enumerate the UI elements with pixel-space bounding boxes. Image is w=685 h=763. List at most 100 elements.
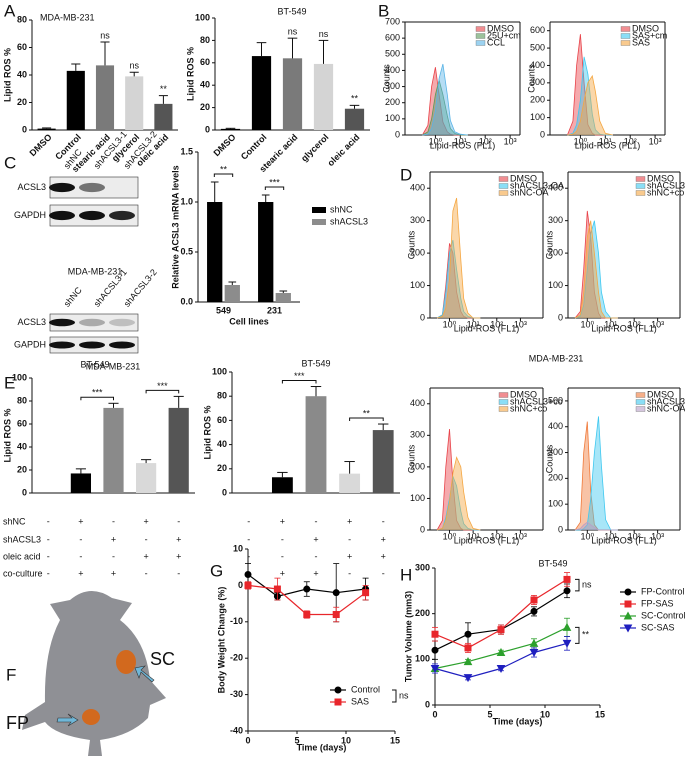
annotation: ** — [160, 84, 168, 94]
point — [334, 698, 342, 706]
blot-band — [49, 341, 75, 349]
x-axis-label: Time (days) — [297, 742, 347, 752]
point — [624, 588, 632, 596]
panel-label: F — [6, 665, 16, 684]
point — [563, 587, 571, 595]
condition-cell: - — [145, 568, 148, 578]
y-tick-label: 400 — [548, 421, 563, 431]
y-tick-label: 0 — [205, 124, 210, 134]
y-tick-label: 80 — [200, 35, 210, 45]
blot-row-label: GAPDH — [14, 210, 46, 220]
mouse-label: SC — [150, 649, 175, 669]
legend-swatch — [475, 33, 486, 39]
x-tick-label: 5 — [294, 735, 299, 745]
condition-cell: + — [313, 534, 318, 544]
x-tick-label: 10¹ — [604, 319, 617, 329]
blot-caption: MDA-MB-231 — [68, 266, 123, 276]
blot-band — [49, 318, 75, 327]
x-tick-label: 10¹ — [604, 531, 617, 541]
legend-label: shNC+co — [647, 187, 684, 197]
point — [463, 674, 473, 683]
y-tick-label: 0.0 — [180, 296, 193, 306]
legend-swatch — [620, 40, 631, 46]
y-axis-label: Relative ACSL3 mRNA levels — [170, 165, 180, 288]
x-tick-label: 10¹ — [467, 531, 480, 541]
bar — [313, 63, 334, 130]
x-tick-label: 10¹ — [599, 136, 612, 146]
bracket — [575, 578, 580, 592]
legend-label: shACSL3 — [330, 216, 368, 226]
bar — [224, 285, 240, 302]
y-tick-label: 400 — [410, 398, 425, 408]
y-tick-label: 80 — [17, 14, 27, 24]
bar — [103, 407, 124, 493]
x-axis-label: Lipid-ROS (FL1) — [591, 323, 657, 333]
histogram-area — [422, 78, 468, 136]
bracket — [264, 186, 285, 190]
x-tick-label: 10³ — [504, 136, 517, 146]
panel-label: C — [4, 153, 16, 172]
point — [430, 664, 440, 674]
legend-label: shACSL3-OA — [647, 396, 685, 406]
annotation: ns — [582, 580, 592, 590]
panel-label: G — [210, 561, 223, 580]
y-axis-label: Body Weight Change (%) — [216, 587, 226, 694]
y-tick-label: 400 — [385, 65, 400, 75]
point — [529, 648, 539, 658]
legend-swatch — [498, 183, 509, 189]
bracket-label: ** — [220, 164, 228, 174]
x-tick-label: 10² — [490, 531, 503, 541]
bar — [168, 407, 189, 493]
x-tick-label: 10² — [628, 531, 641, 541]
mouse-label: FP — [6, 713, 29, 733]
arrow-fp — [56, 713, 79, 727]
condition-cell: - — [47, 534, 50, 544]
y-tick-label: 500 — [530, 42, 545, 52]
x-tick-label: 10² — [628, 319, 641, 329]
point — [334, 686, 342, 694]
point — [496, 647, 506, 656]
point — [497, 626, 505, 634]
annotation: ns — [100, 30, 110, 40]
y-tick-label: 20 — [17, 464, 27, 474]
bracket-label: *** — [269, 177, 280, 187]
bracket — [281, 380, 317, 384]
legend-swatch — [635, 406, 646, 412]
histogram-area — [436, 474, 481, 531]
condition-label: co-culture — [3, 568, 43, 578]
legend-swatch — [498, 399, 509, 405]
x-tick-label: 10⁰ — [443, 319, 457, 329]
legend-swatch — [498, 176, 509, 182]
legend-label: Control — [351, 684, 380, 694]
point — [362, 589, 370, 597]
y-axis-label: Counts — [381, 64, 391, 93]
histogram-area — [575, 416, 618, 531]
point — [332, 589, 340, 597]
legend-label: 25U+cm — [487, 30, 521, 40]
condition-cell: + — [143, 551, 148, 561]
bracket — [80, 396, 114, 401]
condition-cell: - — [47, 551, 50, 561]
point — [529, 638, 539, 647]
y-tick-label: 20 — [217, 463, 227, 473]
point — [303, 585, 311, 593]
y-tick-label: 0 — [22, 487, 27, 497]
condition-cell: + — [111, 568, 116, 578]
blot-row-label: GAPDH — [14, 339, 46, 349]
bar — [305, 396, 327, 493]
legend-swatch — [312, 219, 326, 225]
y-tick-label: 0 — [22, 124, 27, 134]
y-tick-label: 300 — [410, 430, 425, 440]
legend-label: DMSO — [647, 173, 674, 183]
panel-caption: BT-549 — [538, 558, 567, 568]
legend-label: DMSO — [647, 389, 674, 399]
blot-row-label: ACSL3 — [17, 182, 46, 192]
panel-label: D — [400, 165, 412, 184]
y-tick-label: 200 — [385, 97, 400, 107]
point — [244, 581, 252, 589]
panel-label: A — [4, 1, 16, 20]
condition-label: shACSL3 — [3, 534, 41, 544]
histogram-area — [436, 197, 481, 319]
y-tick-label: 60 — [200, 57, 210, 67]
